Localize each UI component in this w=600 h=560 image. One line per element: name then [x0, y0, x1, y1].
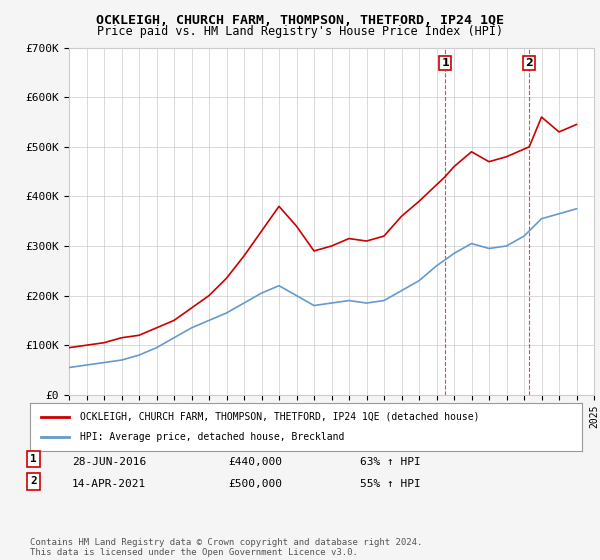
Text: 1: 1 — [30, 454, 37, 464]
Text: Price paid vs. HM Land Registry's House Price Index (HPI): Price paid vs. HM Land Registry's House … — [97, 25, 503, 38]
Text: HPI: Average price, detached house, Breckland: HPI: Average price, detached house, Brec… — [80, 432, 344, 442]
Text: 2: 2 — [526, 58, 533, 68]
Text: 28-JUN-2016: 28-JUN-2016 — [72, 457, 146, 467]
Text: 1: 1 — [442, 58, 449, 68]
Text: OCKLEIGH, CHURCH FARM, THOMPSON, THETFORD, IP24 1QE: OCKLEIGH, CHURCH FARM, THOMPSON, THETFOR… — [96, 14, 504, 27]
Text: Contains HM Land Registry data © Crown copyright and database right 2024.
This d: Contains HM Land Registry data © Crown c… — [30, 538, 422, 557]
Text: 2: 2 — [30, 477, 37, 487]
Text: 55% ↑ HPI: 55% ↑ HPI — [360, 479, 421, 489]
Text: £440,000: £440,000 — [228, 457, 282, 467]
Text: 14-APR-2021: 14-APR-2021 — [72, 479, 146, 489]
Text: £500,000: £500,000 — [228, 479, 282, 489]
Text: OCKLEIGH, CHURCH FARM, THOMPSON, THETFORD, IP24 1QE (detached house): OCKLEIGH, CHURCH FARM, THOMPSON, THETFOR… — [80, 412, 479, 422]
Text: 63% ↑ HPI: 63% ↑ HPI — [360, 457, 421, 467]
